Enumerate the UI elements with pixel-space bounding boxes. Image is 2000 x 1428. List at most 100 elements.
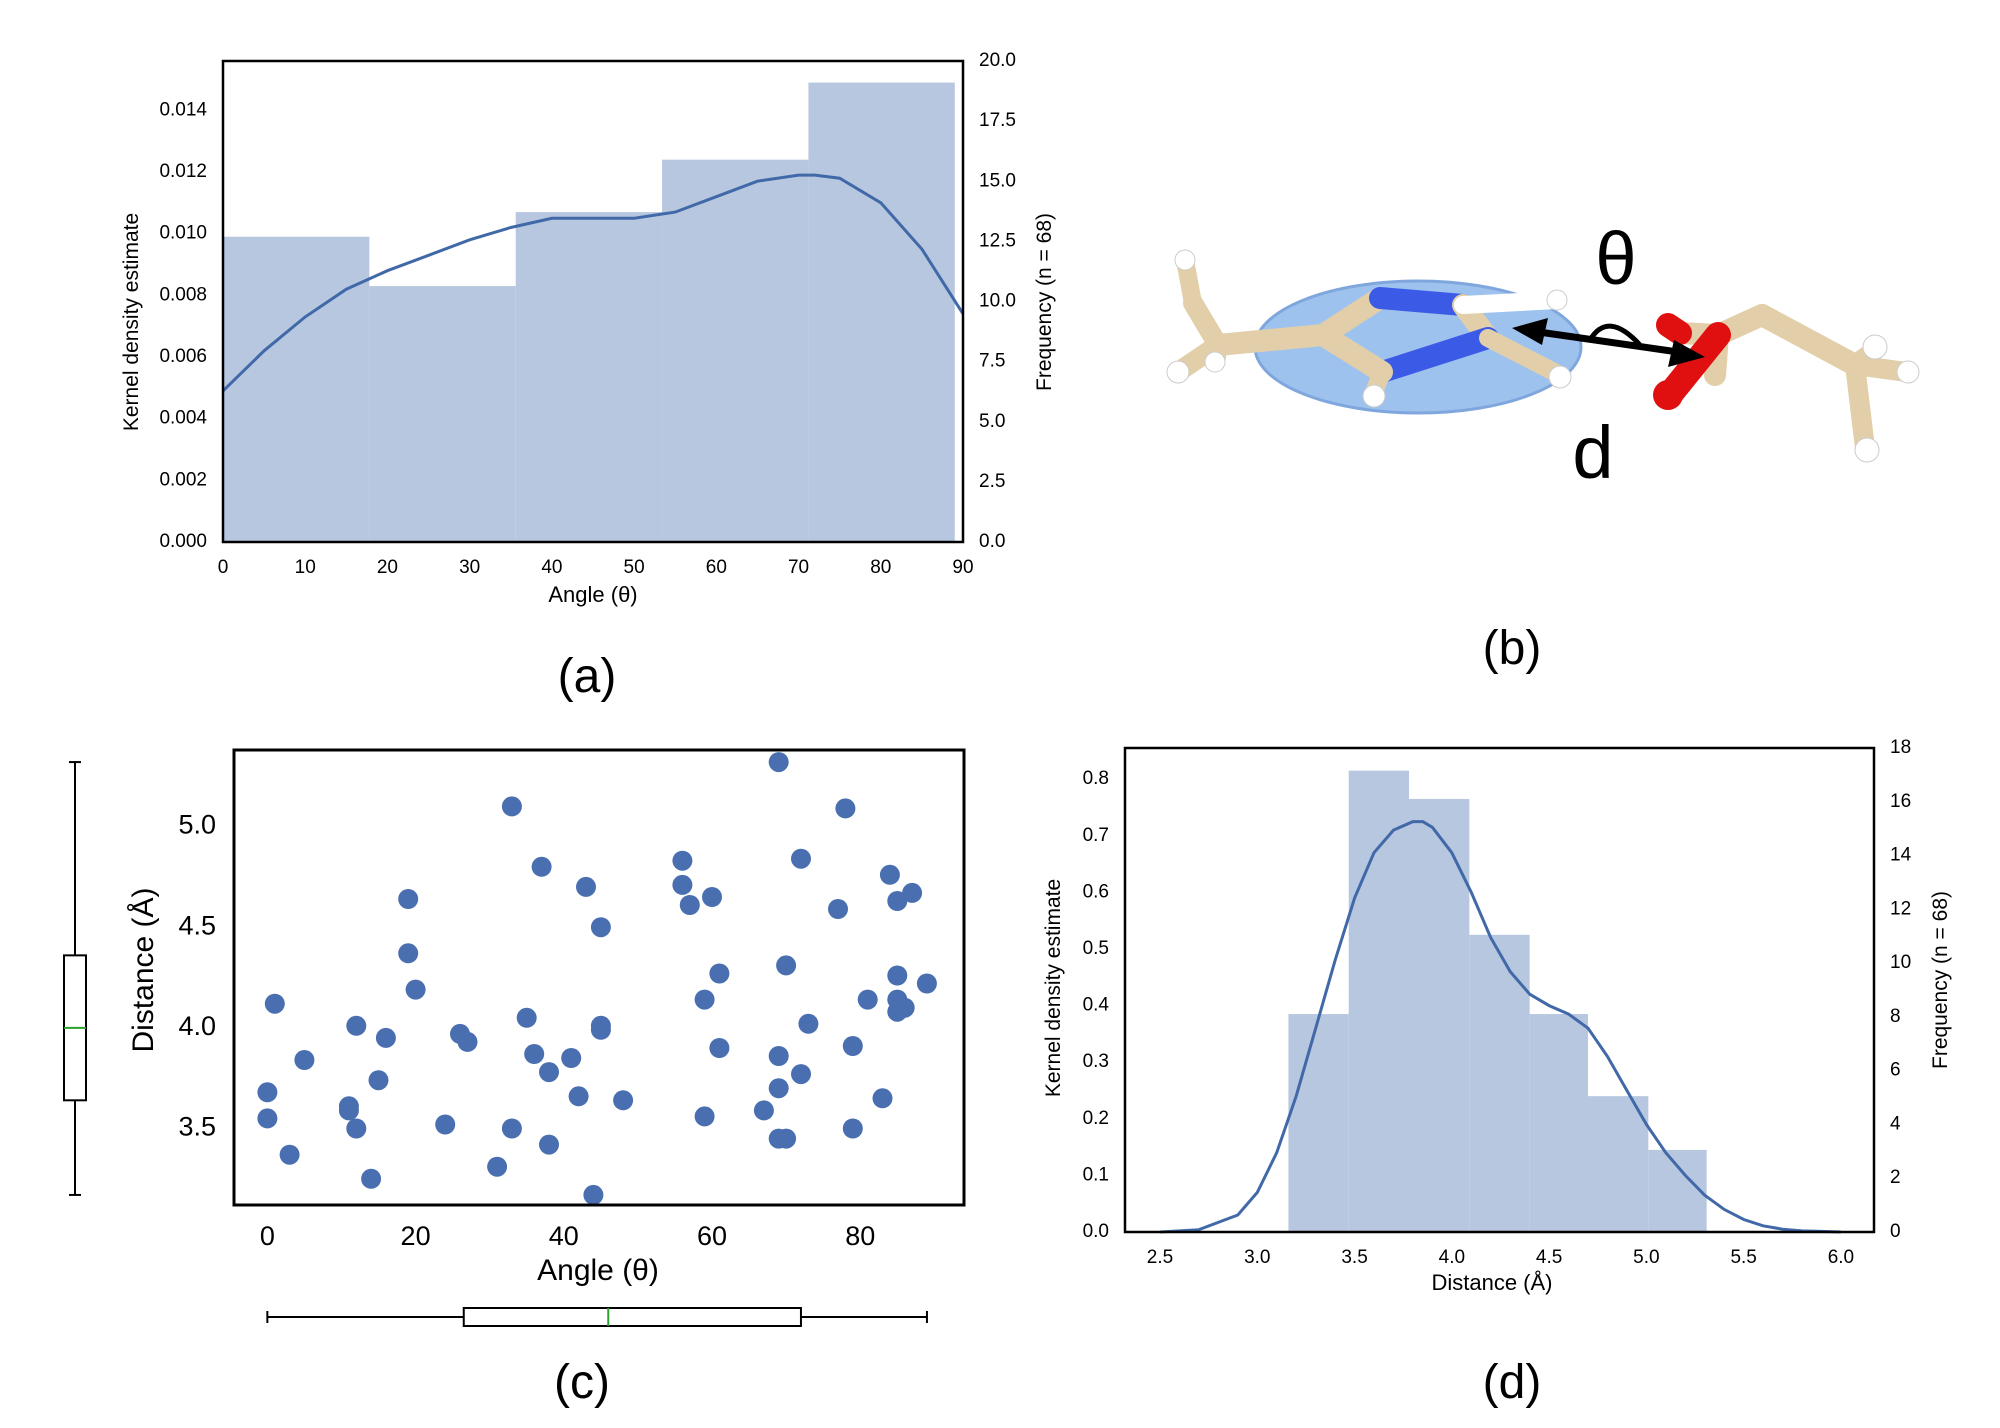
- bond: [1479, 329, 1569, 384]
- scatter-point: [501, 1118, 522, 1139]
- panel-d-x-axis-ticks: 2.5 3.0 3.5 4.0 4.5 5.0 5.5 6.0: [1147, 1247, 1854, 1268]
- c-x-tick-label: 40: [549, 1221, 579, 1251]
- bond: [1312, 324, 1393, 383]
- scatter-point: [894, 997, 915, 1018]
- a-histogram-bar: [808, 82, 955, 542]
- panel-d-plot-frame: [1123, 746, 1876, 1234]
- d-x-tick-label: 3.5: [1341, 1247, 1367, 1268]
- scatter-point: [798, 1013, 819, 1034]
- c-y-tick-label: 5.0: [178, 810, 216, 840]
- d-x-tick-label: 2.5: [1147, 1247, 1173, 1268]
- d-y2-tick-label: 0: [1890, 1221, 1901, 1242]
- hydrogen-atom: [1854, 437, 1880, 463]
- d-histogram-bar: [1469, 934, 1530, 1232]
- a-y-tick-label: 0.008: [159, 284, 207, 305]
- panel-d-bars: [1288, 770, 1707, 1232]
- scatter-point: [709, 1038, 730, 1058]
- a-x-tick-label: 70: [788, 557, 809, 578]
- scatter-point: [257, 1108, 278, 1129]
- panel-c-points: [257, 752, 937, 1205]
- scatter-point: [576, 876, 596, 897]
- panel-d-histogram: 0.0 0.1 0.2 0.3 0.4 0.5 0.6 0.7 0.8 0 2 4 6 8 10 12 14 1…: [1042, 737, 1952, 1409]
- a-y2-tick-label: 12.5: [979, 230, 1016, 251]
- scatter-point: [501, 796, 522, 817]
- panel-c-y-axis-ticks: 3.5 4.0 4.5 5.0: [178, 810, 216, 1142]
- scatter-point: [872, 1088, 893, 1109]
- panel-c-scatter: 3.5 4.0 4.5 5.0 0 20 40 60 80 Angle (θ) Distanc…: [63, 748, 966, 1409]
- panel-a-plot-frame: [221, 59, 965, 544]
- panel-a-y2-axis-label: Frequency (n = 68): [1033, 213, 1056, 391]
- bond: [1207, 324, 1334, 356]
- scatter-point: [338, 1100, 359, 1121]
- hydrogen-atom: [1362, 384, 1386, 408]
- d-histogram-bar: [1409, 798, 1470, 1232]
- a-y2-tick-label: 17.5: [979, 110, 1016, 131]
- hydrogen-atom: [1548, 365, 1572, 389]
- a-y2-tick-label: 7.5: [979, 351, 1005, 372]
- panel-a-y-axis-label: Kernel density estimate: [120, 213, 143, 431]
- panel-c-letter: (c): [554, 1356, 610, 1409]
- angle-arc: [1587, 323, 1642, 347]
- scatter-point: [842, 1118, 863, 1139]
- scatter-point: [768, 1078, 789, 1099]
- scatter-point: [694, 989, 715, 1010]
- panel-b-letter: (b): [1483, 622, 1542, 675]
- d-y2-tick-label: 14: [1890, 845, 1912, 866]
- panel-a-left-axis-ticks: 0.000 0.002 0.004 0.006 0.008 0.010 0.012 0.014: [159, 99, 207, 552]
- panel-d-y2-axis-label: Frequency (n = 68): [1929, 891, 1952, 1069]
- scatter-point: [398, 889, 419, 909]
- a-y-tick-label: 0.000: [159, 531, 207, 552]
- a-histogram-bar: [662, 159, 809, 542]
- scatter-point: [539, 1062, 559, 1083]
- scatter-point: [583, 1184, 604, 1205]
- panel-a-x-axis-ticks: 0 10 20 30 40 50 60 70 80 90: [218, 557, 974, 578]
- d-y-tick-label: 0.8: [1083, 768, 1109, 789]
- panel-d-x-axis-label: Distance (Å): [1431, 1270, 1552, 1295]
- scatter-point: [768, 1046, 789, 1066]
- a-y2-tick-label: 15.0: [979, 170, 1016, 191]
- d-x-tick-label: 5.5: [1730, 1247, 1756, 1268]
- scatter-point: [828, 899, 848, 919]
- hydrogen-atom: [1546, 289, 1568, 311]
- d-histogram-bar: [1348, 770, 1410, 1232]
- d-x-tick-label: 3.0: [1244, 1247, 1270, 1268]
- a-x-tick-label: 20: [377, 557, 398, 578]
- c-y-tick-label: 4.5: [178, 910, 216, 940]
- scatter-point: [879, 864, 900, 885]
- d-y-tick-label: 0.1: [1083, 1164, 1109, 1185]
- panel-d-kde-curve: [1159, 820, 1841, 1234]
- hydrogen-atom: [1204, 351, 1226, 373]
- d-y2-tick-label: 6: [1890, 1060, 1901, 1081]
- a-y-tick-label: 0.002: [159, 469, 207, 490]
- scatter-point: [346, 1118, 367, 1139]
- scatter-point: [539, 1134, 559, 1155]
- a-y2-tick-label: 10.0: [979, 291, 1016, 312]
- scatter-point: [672, 874, 693, 895]
- scatter-point: [679, 895, 700, 915]
- scatter-point: [791, 1064, 811, 1085]
- a-y-tick-label: 0.006: [159, 346, 207, 367]
- a-x-tick-label: 50: [624, 557, 645, 578]
- bond: [1659, 322, 1731, 405]
- boxplot-box: [462, 1307, 802, 1327]
- scatter-point: [887, 891, 908, 911]
- c-x-tick-label: 20: [401, 1221, 431, 1251]
- scatter-point: [457, 1031, 478, 1052]
- c-y-tick-label: 3.5: [178, 1112, 216, 1142]
- d-y2-tick-label: 4: [1890, 1113, 1901, 1134]
- scatter-point: [279, 1144, 300, 1165]
- c-x-tick-label: 60: [697, 1221, 727, 1251]
- panel-b-molecule-illustration: θ d (b): [1166, 217, 1920, 675]
- c-x-tick-label: 80: [845, 1221, 875, 1251]
- d-y-tick-label: 0.2: [1083, 1108, 1109, 1129]
- c-y-tick-label: 4.0: [178, 1011, 216, 1041]
- bond: [1751, 304, 1866, 376]
- a-y2-tick-label: 0.0: [979, 531, 1005, 552]
- hydrogen-atom: [1896, 360, 1920, 384]
- scatter-point: [590, 917, 611, 938]
- panel-c-distance-boxplot: [63, 761, 87, 1196]
- d-histogram-bar: [1288, 1014, 1349, 1232]
- d-y2-tick-label: 10: [1890, 952, 1911, 973]
- a-x-tick-label: 60: [706, 557, 727, 578]
- scatter-point: [398, 943, 419, 964]
